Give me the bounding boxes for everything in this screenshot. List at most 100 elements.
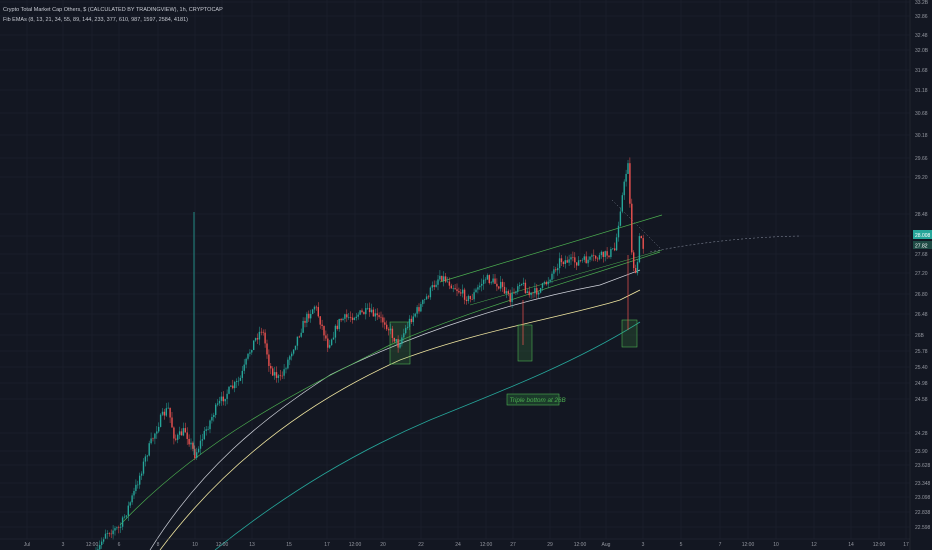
candle-body: [380, 316, 382, 318]
candle-body: [245, 358, 247, 365]
candle-body: [260, 331, 262, 333]
candle-body: [615, 237, 618, 251]
candle-body: [631, 203, 633, 253]
candle-body: [572, 257, 574, 258]
time-tick-label: 10: [773, 542, 779, 548]
candle-body: [593, 255, 595, 256]
candle-body: [566, 260, 568, 263]
candle-body: [281, 375, 283, 377]
candle-body: [302, 320, 304, 333]
bottom-box: [517, 324, 533, 362]
candle-body: [467, 295, 470, 302]
price-tick-label: 30.18: [915, 133, 928, 139]
price-tick-label: 23.90: [915, 449, 928, 455]
candle-body: [262, 331, 264, 333]
candle-body: [196, 452, 198, 458]
candle-body: [180, 431, 183, 436]
candle-body: [414, 313, 416, 317]
candle-body: [446, 281, 449, 283]
time-tick-label: 10: [192, 542, 198, 548]
candle-body: [121, 517, 124, 527]
candle-body: [384, 322, 386, 325]
time-axis[interactable]: Jul 3 12:00 6 8 10 12:00 13 15 17 12:00 20 22 24 12:00…: [0, 538, 910, 548]
candle-body: [482, 279, 485, 284]
ema-lines: [149, 269, 641, 550]
candle-body: [118, 527, 120, 528]
time-tick-label: 12:00: [480, 542, 493, 548]
candle-body: [500, 281, 502, 289]
price-tick-label: 25.78: [915, 349, 928, 355]
candle-body: [458, 291, 460, 293]
candle-body: [268, 354, 270, 366]
candle-body: [602, 251, 604, 257]
candle-body: [595, 255, 597, 259]
candle-body: [564, 260, 566, 265]
candle-body: [213, 414, 215, 418]
chart-legend: Crypto Total Market Cap Others, $ (CALCU…: [3, 5, 223, 25]
candle-body: [577, 260, 580, 266]
candle-body: [490, 282, 492, 284]
time-tick-label: 20: [380, 542, 386, 548]
candle-body: [334, 325, 337, 338]
candle-body: [306, 313, 308, 323]
candle-body: [560, 258, 563, 263]
candle-body: [469, 295, 471, 299]
candle-body: [285, 368, 287, 370]
price-tick-label: 24.58: [915, 397, 928, 403]
time-tick-label: 7: [719, 542, 722, 548]
channel-line-lower: [469, 249, 663, 306]
candle-body: [520, 284, 523, 285]
candle-body: [133, 491, 135, 496]
candle-body: [177, 434, 179, 440]
candle-body: [222, 396, 224, 402]
candle-body: [353, 317, 356, 320]
price-axis[interactable]: 33.2B 32.86 32.48 32.0B 31.68 31.18 30.68 30.18…: [909, 0, 931, 550]
candle-body: [372, 309, 375, 317]
candle-body: [247, 353, 249, 359]
candle-body: [530, 292, 532, 296]
candle-body: [452, 288, 454, 289]
candle-body: [368, 307, 371, 313]
price-tick-label: 32.0B: [915, 48, 929, 54]
candle-body: [549, 279, 551, 282]
candle-body: [120, 526, 122, 528]
time-tick-label: 12:00: [742, 542, 755, 548]
candle-body: [460, 292, 462, 294]
price-tick-label: 26.80: [915, 292, 928, 298]
time-tick-label: Jul: [24, 542, 30, 548]
candle-body: [513, 292, 515, 294]
candle-body: [197, 448, 200, 453]
candle-body: [266, 343, 268, 355]
ema-yellow-line: [159, 289, 641, 550]
candle-body: [311, 309, 314, 314]
candle-body: [169, 407, 171, 418]
candle-body: [270, 365, 272, 369]
candle-body: [391, 328, 394, 338]
candle-body: [619, 211, 622, 226]
candle-body: [349, 317, 352, 318]
candle-body: [289, 356, 291, 360]
candle-body: [386, 324, 388, 330]
candle-body: [450, 285, 452, 289]
candle-body: [433, 285, 435, 287]
candle-body: [361, 310, 363, 313]
candle-body: [410, 318, 413, 323]
candle-body: [139, 475, 141, 485]
candle-body: [207, 429, 209, 430]
candle-body: [203, 430, 205, 440]
candle-body: [253, 340, 255, 351]
candle-body: [486, 275, 489, 280]
candle-body: [465, 299, 468, 302]
ema-white-line: [149, 269, 641, 550]
candle-body: [205, 429, 207, 431]
candle-body: [431, 285, 433, 288]
price-tick-label: 24.98: [915, 381, 928, 387]
candle-body: [604, 251, 606, 257]
candle-body: [338, 318, 340, 329]
candle-body: [209, 420, 211, 430]
candle-body: [568, 259, 570, 263]
candle-body: [545, 282, 547, 285]
candle-body: [142, 461, 145, 474]
candle-body: [581, 259, 584, 261]
